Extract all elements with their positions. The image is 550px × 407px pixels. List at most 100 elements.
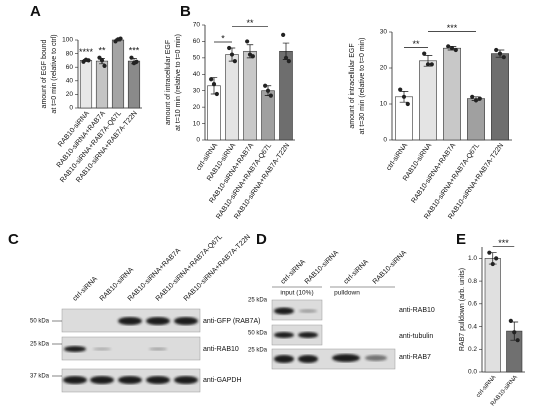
y-tick-label: 30 bbox=[380, 29, 388, 36]
blot-panel-d: D ctrl-siRNA RAB10-siRNA ctrl-siRNA RAB1… bbox=[248, 231, 435, 370]
band bbox=[149, 347, 167, 351]
band bbox=[90, 376, 114, 384]
blot-strip bbox=[271, 324, 323, 346]
y-axis-label: at t=30 min (relative to t=0 min) bbox=[359, 38, 366, 135]
blot-strip bbox=[271, 299, 323, 321]
bar bbox=[79, 60, 93, 109]
data-point bbox=[477, 96, 482, 101]
data-point bbox=[512, 330, 517, 335]
data-point bbox=[268, 93, 273, 98]
bar bbox=[419, 60, 437, 141]
lane-label: ctrl-siRNA bbox=[72, 275, 99, 302]
data-point bbox=[490, 261, 495, 267]
data-point bbox=[494, 256, 499, 261]
y-axis-label: RAB7 pulldown (arb. units) bbox=[459, 268, 466, 351]
data-point bbox=[398, 87, 403, 92]
y-tick-label: 60 bbox=[66, 64, 74, 71]
y-tick-label: 0.6 bbox=[468, 301, 477, 308]
band bbox=[274, 332, 294, 338]
band bbox=[63, 376, 87, 384]
bar bbox=[225, 54, 239, 141]
band bbox=[365, 355, 387, 361]
marker-label: 25 kDa bbox=[248, 298, 268, 304]
y-axis-label: amount of intracellular EGF bbox=[349, 43, 356, 128]
significance-label: *** bbox=[129, 46, 140, 56]
marker-label: 25 kDa bbox=[30, 342, 50, 348]
antibody-label: anti-RAB10 bbox=[399, 307, 435, 314]
band bbox=[93, 347, 111, 351]
data-point bbox=[494, 47, 499, 53]
band bbox=[274, 307, 294, 315]
panel-label: B bbox=[180, 3, 191, 20]
significance-label: ** bbox=[98, 46, 106, 56]
y-axis-label: at t=0 min (relative to ctrl) bbox=[51, 34, 58, 113]
bar bbox=[467, 98, 485, 141]
band bbox=[146, 376, 170, 384]
band bbox=[174, 376, 198, 384]
data-point bbox=[281, 32, 286, 37]
lane-label: ctrl-siRNA bbox=[343, 258, 370, 285]
y-tick-label: 0.8 bbox=[468, 278, 477, 285]
y-axis-label: amount of EGF bound bbox=[41, 39, 48, 108]
band bbox=[298, 332, 318, 338]
band bbox=[118, 317, 142, 325]
data-point bbox=[250, 54, 255, 59]
antibody-label: anti-GAPDH bbox=[203, 377, 242, 384]
data-point bbox=[283, 55, 289, 60]
blot-strip bbox=[61, 336, 201, 361]
data-point bbox=[405, 101, 410, 107]
y-tick-label: 20 bbox=[193, 104, 201, 111]
y-tick-label: 20 bbox=[66, 91, 74, 98]
data-point bbox=[129, 55, 134, 60]
data-point bbox=[211, 82, 217, 87]
y-tick-label: 70 bbox=[193, 22, 201, 29]
y-tick-label: 0 bbox=[383, 137, 387, 144]
comparison-label: ** bbox=[412, 39, 420, 49]
y-tick-label: 1.0 bbox=[468, 255, 477, 262]
marker-label: 25 kDa bbox=[248, 348, 268, 354]
marker-label: 50 kDa bbox=[248, 331, 268, 337]
data-point bbox=[263, 83, 268, 88]
y-tick-label: 10 bbox=[193, 120, 201, 127]
data-point bbox=[97, 55, 102, 60]
y-tick-label: 40 bbox=[66, 78, 74, 85]
data-point bbox=[470, 94, 475, 99]
y-tick-label: 0 bbox=[69, 105, 73, 112]
data-point bbox=[446, 44, 451, 49]
bar bbox=[491, 53, 509, 141]
data-point bbox=[102, 63, 107, 68]
y-axis-label: amount of intracellular EGF bbox=[165, 40, 172, 125]
lane-label: RAB10-siRNA+RAB7A bbox=[127, 247, 183, 303]
comparison-label: * bbox=[221, 33, 225, 43]
lane-label: RAB10-siRNA bbox=[304, 249, 341, 286]
band bbox=[299, 309, 317, 313]
y-tick-label: 0.2 bbox=[468, 346, 477, 353]
band bbox=[298, 355, 318, 363]
panel-label: A bbox=[30, 3, 41, 20]
group-label: pulldown bbox=[334, 290, 360, 297]
data-point bbox=[118, 36, 123, 41]
group-label: input (10%) bbox=[280, 290, 313, 297]
y-tick-label: 30 bbox=[193, 87, 201, 94]
y-tick-label: 50 bbox=[193, 55, 201, 62]
data-point bbox=[134, 59, 139, 64]
panel-label: C bbox=[8, 231, 19, 248]
data-point bbox=[209, 77, 214, 82]
antibody-label: anti-tubulin bbox=[399, 333, 433, 340]
y-tick-label: 0.0 bbox=[468, 369, 477, 376]
data-point bbox=[265, 88, 271, 93]
bar bbox=[111, 39, 125, 109]
marker-label: 37 kDa bbox=[30, 374, 50, 380]
data-point bbox=[453, 47, 458, 53]
x-tick-label: ctrl-siRNA bbox=[385, 142, 409, 172]
data-point bbox=[286, 59, 291, 64]
comparison-label: *** bbox=[498, 238, 509, 248]
y-axis-label: at t=10 min (relative to t=0 min) bbox=[175, 34, 182, 131]
data-point bbox=[86, 58, 91, 63]
data-point bbox=[429, 62, 434, 67]
data-point bbox=[515, 338, 520, 343]
lane-label: RAB10-siRNA bbox=[372, 249, 409, 286]
y-tick-label: 100 bbox=[62, 37, 73, 44]
data-point bbox=[473, 98, 479, 103]
data-point bbox=[229, 52, 235, 57]
